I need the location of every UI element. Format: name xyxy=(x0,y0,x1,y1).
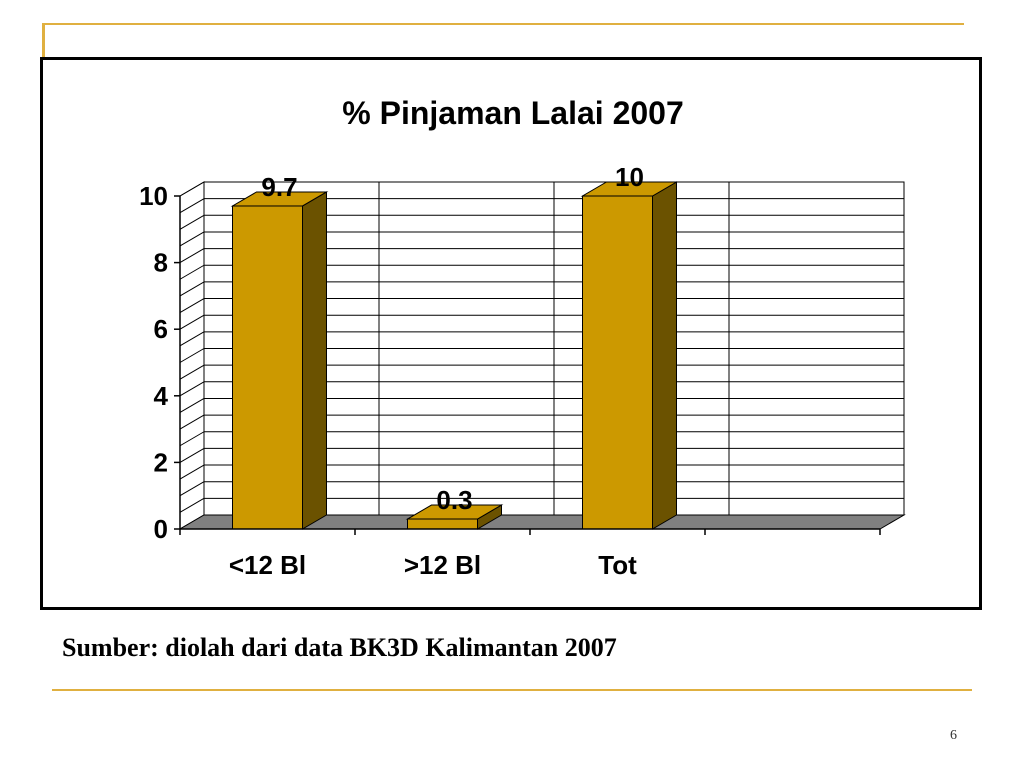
bar-front xyxy=(407,518,478,530)
bar-data-label: 0.3 xyxy=(436,485,472,515)
side-gridline xyxy=(179,298,205,313)
y-tick-label: 6 xyxy=(154,314,168,344)
source-caption: Sumber: diolah dari data BK3D Kalimantan… xyxy=(62,633,617,662)
chart-frame: % Pinjaman Lalai 2007 0 2 4 6 8 10 <12 Bl 9.7 >… xyxy=(40,57,982,610)
side-gridline xyxy=(179,348,205,363)
side-gridline xyxy=(179,214,205,230)
y-tick-label: 8 xyxy=(154,248,168,278)
y-tick-label: 10 xyxy=(139,181,168,211)
x-category-label: >12 Bl xyxy=(404,550,481,580)
bottom-accent-line xyxy=(52,689,972,691)
bar-data-label: 10 xyxy=(615,162,644,192)
bar xyxy=(580,181,679,530)
x-category-label: <12 Bl xyxy=(229,550,306,580)
chart-title: % Pinjaman Lalai 2007 xyxy=(342,95,684,131)
y-tick-label: 4 xyxy=(154,381,169,411)
side-gridline xyxy=(179,447,205,463)
y-tick-label: 0 xyxy=(154,514,168,544)
side-gridline xyxy=(179,231,205,247)
bar-chart: % Pinjaman Lalai 2007 0 2 4 6 8 10 <12 Bl 9.7 >… xyxy=(139,95,906,580)
side-gridline xyxy=(179,198,205,214)
bar xyxy=(230,191,329,530)
bar-side xyxy=(302,191,327,530)
bar-side xyxy=(652,181,677,530)
bars-layer xyxy=(230,181,679,530)
side-gridline xyxy=(179,364,205,380)
side-gridline xyxy=(179,398,205,413)
bar-front xyxy=(232,205,303,530)
side-gridline xyxy=(179,481,205,497)
labels-layer: <12 Bl 9.7 >12 Bl 0.3 Tot 10 xyxy=(229,162,644,580)
side-gridline xyxy=(179,331,205,347)
side-gridline xyxy=(179,281,205,297)
bar-front xyxy=(582,195,653,530)
side-gridline xyxy=(179,314,205,330)
bar-data-label: 9.7 xyxy=(261,172,297,202)
side-gridline xyxy=(179,414,205,430)
side-gridline xyxy=(179,464,205,480)
y-tick-label: 2 xyxy=(154,447,168,477)
side-gridline xyxy=(179,381,205,397)
side-gridline xyxy=(179,431,205,447)
side-gridline xyxy=(179,497,205,513)
top-accent-line xyxy=(44,23,964,25)
x-category-label: Tot xyxy=(598,550,637,580)
side-gridline xyxy=(179,248,205,264)
axis-layer: 0 2 4 6 8 10 xyxy=(139,181,881,544)
side-gridline xyxy=(179,264,205,280)
bar xyxy=(405,504,504,530)
page-number: 6 xyxy=(950,728,957,743)
